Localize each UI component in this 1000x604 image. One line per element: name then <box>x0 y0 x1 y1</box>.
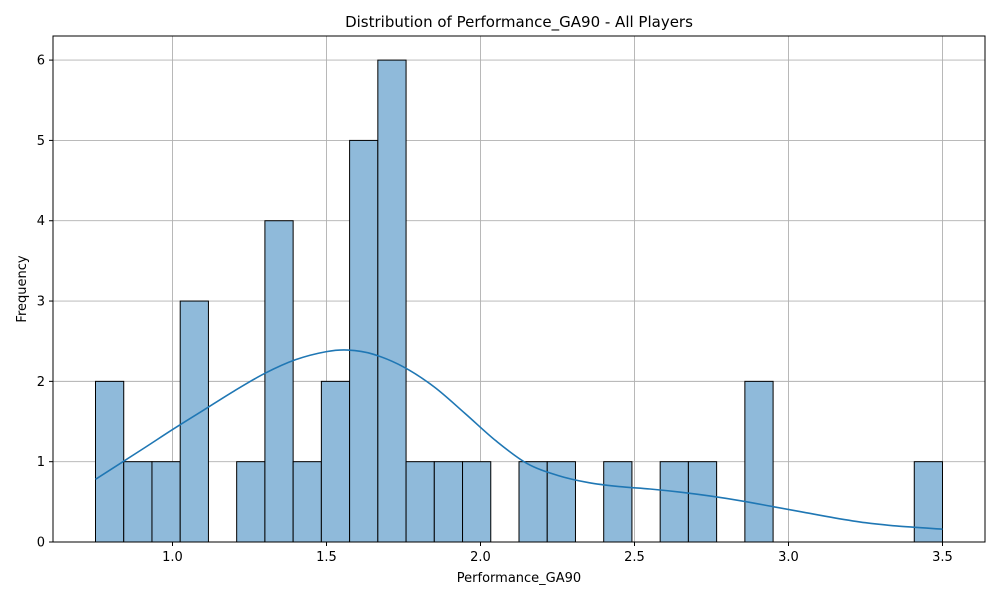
y-tick-label: 5 <box>37 134 45 149</box>
histogram-bar <box>913 461 943 543</box>
bars-layer <box>95 59 943 543</box>
histogram-bar <box>518 461 548 543</box>
x-axis-label: Performance_GA90 <box>457 571 581 586</box>
histogram-bar <box>292 461 322 543</box>
y-ticks: 0 1 2 3 4 5 6 <box>37 54 53 551</box>
histogram-bar <box>349 139 379 543</box>
x-ticks: 1.0 1.5 2.0 2.5 3.0 3.5 <box>162 542 953 565</box>
histogram-bar <box>264 220 294 543</box>
histogram-bar <box>377 59 407 543</box>
y-tick-label: 0 <box>37 536 45 551</box>
x-tick-label: 2.5 <box>624 550 645 565</box>
histogram-bar <box>236 461 266 543</box>
histogram-bar <box>687 461 718 543</box>
histogram-bar <box>123 461 153 543</box>
histogram-bar <box>603 461 633 543</box>
histogram-bar <box>405 461 435 543</box>
x-tick-label: 2.0 <box>470 550 491 565</box>
histogram-bar <box>320 380 351 543</box>
y-tick-label: 6 <box>37 54 45 69</box>
y-tick-label: 4 <box>37 214 45 229</box>
y-tick-label: 3 <box>37 295 45 310</box>
y-axis-label: Frequency <box>15 255 30 322</box>
y-tick-label: 1 <box>37 455 45 470</box>
grid-layer <box>53 36 985 543</box>
histogram-bar <box>95 380 125 543</box>
histogram-bar <box>462 461 492 543</box>
histogram-bar <box>546 461 576 543</box>
histogram-bar <box>433 461 464 543</box>
chart-title: Distribution of Performance_GA90 - All P… <box>345 13 693 32</box>
x-tick-label: 3.0 <box>778 550 799 565</box>
plot-frame <box>52 35 986 543</box>
x-tick-label: 3.5 <box>932 550 953 565</box>
histogram-bar <box>151 461 181 543</box>
x-tick-label: 1.5 <box>316 550 337 565</box>
histogram-bar <box>744 380 774 543</box>
histogram-bar <box>659 461 689 543</box>
kde-line <box>95 349 943 530</box>
y-tick-label: 2 <box>37 375 45 390</box>
x-tick-label: 1.0 <box>162 550 183 565</box>
